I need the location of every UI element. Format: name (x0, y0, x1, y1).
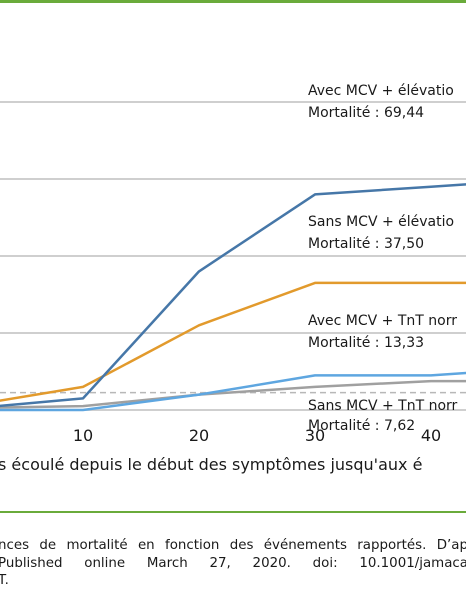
x-tick-label-40: 40 (421, 426, 441, 445)
mortality-line-chart: Avec MCV + élévatio Mortalité : 69,44 Sa… (0, 83, 466, 474)
x-tick-label-20: 20 (189, 426, 209, 445)
series-lines (0, 183, 466, 412)
x-tick-label-30: 30 (305, 426, 325, 445)
annotation-4-title: Sans MCV + TnT norr (308, 398, 458, 414)
series-line-gray (0, 379, 466, 409)
annotation-2-title: Sans MCV + élévatio (308, 214, 454, 230)
gridlines (0, 101, 466, 411)
annotation-2: Sans MCV + élévatio Mortalité : 37,50 (308, 214, 454, 252)
annotation-3-title: Avec MCV + TnT norr (308, 313, 457, 329)
annotation-3-mortality: Mortalité : 13,33 (308, 335, 424, 351)
annotation-1-mortality: Mortalité : 69,44 (308, 105, 424, 121)
x-tick-label-10: 10 (73, 426, 93, 445)
annotation-4: Sans MCV + TnT norr Mortalité : 7,62 (308, 398, 458, 434)
series-line-blue (0, 183, 466, 408)
annotation-1: Avec MCV + élévatio Mortalité : 69,44 (308, 83, 454, 121)
annotation-2-mortality: Mortalité : 37,50 (308, 236, 424, 252)
series-line-orange (0, 281, 466, 402)
annotation-4-mortality: Mortalité : 7,62 (308, 418, 415, 434)
caption-line-1: nces de mortalité en fonction des événem… (0, 538, 466, 553)
x-axis-label: s écoulé depuis le début des symptômes j… (0, 455, 422, 474)
figure-caption: nces de mortalité en fonction des événem… (0, 537, 466, 590)
annotation-3: Avec MCV + TnT norr Mortalité : 13,33 (308, 313, 457, 351)
annotation-1-title: Avec MCV + élévatio (308, 83, 454, 99)
top-accent-rule (0, 0, 466, 3)
caption-separator (0, 511, 466, 513)
caption-line-2: Published online March 27, 2020. doi: 10… (0, 555, 466, 571)
series-line-lightblue (0, 371, 466, 412)
x-axis-ticks: 10 20 30 40 (73, 426, 441, 445)
caption-line-3: T. (0, 573, 9, 588)
